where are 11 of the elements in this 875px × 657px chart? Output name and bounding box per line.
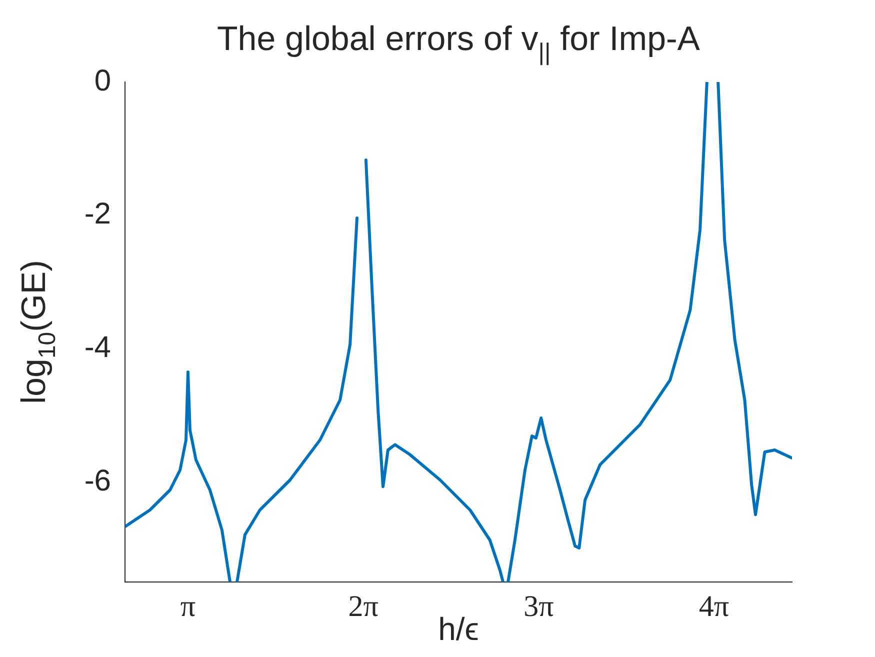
y-tick-label: -2 bbox=[84, 198, 111, 231]
x-tick-label: 2π bbox=[348, 590, 378, 623]
y-tick-label: -6 bbox=[84, 464, 111, 498]
x-tick-label: 3π bbox=[524, 590, 554, 623]
x-tick-label: 4π bbox=[698, 590, 730, 623]
y-tick-label: -4 bbox=[84, 330, 111, 364]
x-tick-label: π bbox=[180, 590, 196, 623]
chart-title: The global errors of v|| for Imp-A bbox=[217, 20, 700, 66]
x-axis-title: h/ϵ bbox=[438, 611, 479, 647]
y-axis-title: log10(GE) bbox=[15, 260, 62, 404]
y-tick-label: 0 bbox=[94, 64, 111, 98]
